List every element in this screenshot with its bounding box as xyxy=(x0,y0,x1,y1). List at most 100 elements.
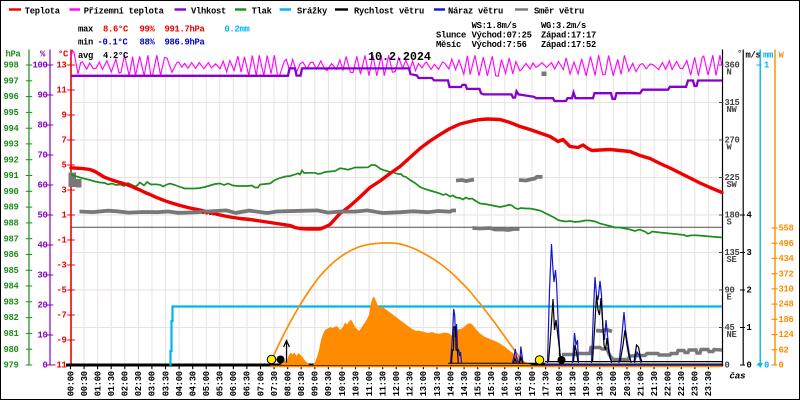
svg-text:248: 248 xyxy=(779,300,794,310)
svg-text:Teplota: Teplota xyxy=(25,6,61,16)
svg-text:03:00: 03:00 xyxy=(148,371,158,396)
svg-text:čas: čas xyxy=(730,371,746,382)
svg-text:990: 990 xyxy=(4,187,19,197)
svg-text:m/s: m/s xyxy=(746,51,761,61)
svg-text:19:00: 19:00 xyxy=(582,371,592,396)
svg-text:45: 45 xyxy=(725,323,735,333)
svg-text:05:00: 05:00 xyxy=(202,371,212,396)
svg-text:NW: NW xyxy=(727,105,738,115)
svg-text:988: 988 xyxy=(4,219,19,229)
svg-text:9: 9 xyxy=(62,111,67,121)
svg-text:11:30: 11:30 xyxy=(379,371,389,396)
svg-text:W: W xyxy=(779,51,785,61)
svg-text:21:30: 21:30 xyxy=(650,371,660,396)
svg-text:Vlhkost: Vlhkost xyxy=(191,6,226,16)
svg-text:88%: 88% xyxy=(140,37,156,47)
svg-text:22:00: 22:00 xyxy=(664,371,674,396)
svg-text:hPa: hPa xyxy=(6,50,22,60)
svg-text:00:00: 00:00 xyxy=(66,371,76,396)
svg-text:100: 100 xyxy=(33,61,48,71)
svg-text:7: 7 xyxy=(62,136,67,146)
svg-text:13:30: 13:30 xyxy=(433,371,443,396)
svg-text:434: 434 xyxy=(779,254,795,264)
svg-text:986.9hPa: 986.9hPa xyxy=(165,37,206,47)
svg-text:135: 135 xyxy=(725,248,740,258)
svg-text:4.2°C: 4.2°C xyxy=(103,51,129,61)
svg-text:%: % xyxy=(40,50,46,60)
svg-text:02:00: 02:00 xyxy=(121,371,131,396)
svg-text:0: 0 xyxy=(43,361,48,371)
svg-text:18:00: 18:00 xyxy=(555,371,565,396)
svg-text:SE: SE xyxy=(727,255,737,265)
svg-text:0: 0 xyxy=(725,360,730,370)
svg-text:06:00: 06:00 xyxy=(229,371,239,396)
svg-text:987: 987 xyxy=(4,234,19,244)
svg-text:20: 20 xyxy=(38,301,48,311)
svg-text:S: S xyxy=(727,217,732,227)
svg-text:315: 315 xyxy=(725,98,740,108)
svg-text:995: 995 xyxy=(4,108,19,118)
svg-text:11:00: 11:00 xyxy=(365,371,375,396)
svg-text:Přízemní teplota: Přízemní teplota xyxy=(84,6,165,16)
svg-text:01:30: 01:30 xyxy=(107,371,117,396)
svg-text:00:30: 00:30 xyxy=(80,371,90,396)
svg-text:-11: -11 xyxy=(52,361,67,371)
svg-text:1: 1 xyxy=(747,323,752,333)
svg-text:03:30: 03:30 xyxy=(161,371,171,396)
svg-text:NE: NE xyxy=(727,330,737,340)
svg-text:04:30: 04:30 xyxy=(189,371,199,396)
svg-text:Směr větru: Směr větru xyxy=(534,6,584,16)
svg-text:994: 994 xyxy=(4,124,20,134)
svg-text:80: 80 xyxy=(38,121,48,131)
svg-text:16:30: 16:30 xyxy=(514,371,524,396)
svg-text:21:00: 21:00 xyxy=(636,371,646,396)
svg-text:15:00: 15:00 xyxy=(474,371,484,396)
svg-text:Tlak: Tlak xyxy=(252,6,273,16)
svg-text:10:00: 10:00 xyxy=(338,371,348,396)
svg-text:70: 70 xyxy=(38,151,48,161)
svg-text:Východ:7:56: Východ:7:56 xyxy=(472,40,527,50)
svg-text:998: 998 xyxy=(4,61,19,71)
svg-text:3: 3 xyxy=(747,248,752,258)
svg-text:8.6°C: 8.6°C xyxy=(103,24,129,34)
svg-text:20:00: 20:00 xyxy=(609,371,619,396)
svg-text:496: 496 xyxy=(779,239,794,249)
svg-text:10.2.2024: 10.2.2024 xyxy=(368,50,431,64)
svg-text:991.7hPa: 991.7hPa xyxy=(165,24,206,34)
svg-text:22:30: 22:30 xyxy=(677,371,687,396)
svg-text:15:30: 15:30 xyxy=(487,371,497,396)
svg-text:Srážky: Srážky xyxy=(297,6,328,16)
svg-text:°C: °C xyxy=(58,50,69,60)
svg-text:01:00: 01:00 xyxy=(93,371,103,396)
svg-text:997: 997 xyxy=(4,76,19,86)
svg-text:60: 60 xyxy=(38,181,48,191)
svg-text:1: 1 xyxy=(62,211,67,221)
svg-text:max: max xyxy=(78,24,94,34)
svg-text:979: 979 xyxy=(4,361,19,371)
svg-text:N: N xyxy=(727,67,732,77)
svg-text:225: 225 xyxy=(725,173,740,183)
svg-text:30: 30 xyxy=(38,271,48,281)
svg-text:13: 13 xyxy=(57,61,67,71)
svg-text:23:30: 23:30 xyxy=(704,371,714,396)
svg-text:310: 310 xyxy=(779,285,794,295)
svg-text:06:30: 06:30 xyxy=(243,371,253,396)
svg-text:-1: -1 xyxy=(57,236,67,246)
svg-text:50: 50 xyxy=(38,211,48,221)
svg-text:0: 0 xyxy=(764,360,769,370)
svg-text:3: 3 xyxy=(62,186,67,196)
svg-text:983: 983 xyxy=(4,297,19,307)
svg-text:186: 186 xyxy=(779,315,794,325)
svg-text:Rychlost větru: Rychlost větru xyxy=(354,6,424,16)
svg-text:10: 10 xyxy=(38,331,48,341)
svg-text:18:30: 18:30 xyxy=(569,371,579,396)
svg-text:23:00: 23:00 xyxy=(691,371,701,396)
svg-text:991: 991 xyxy=(4,171,19,181)
svg-text:05:30: 05:30 xyxy=(216,371,226,396)
svg-text:980: 980 xyxy=(4,345,19,355)
svg-text:558: 558 xyxy=(779,224,794,234)
svg-text:372: 372 xyxy=(779,269,794,279)
svg-text:0.2mm: 0.2mm xyxy=(225,24,250,34)
svg-text:0: 0 xyxy=(779,361,784,371)
svg-text:Náraz větru: Náraz větru xyxy=(448,6,503,16)
